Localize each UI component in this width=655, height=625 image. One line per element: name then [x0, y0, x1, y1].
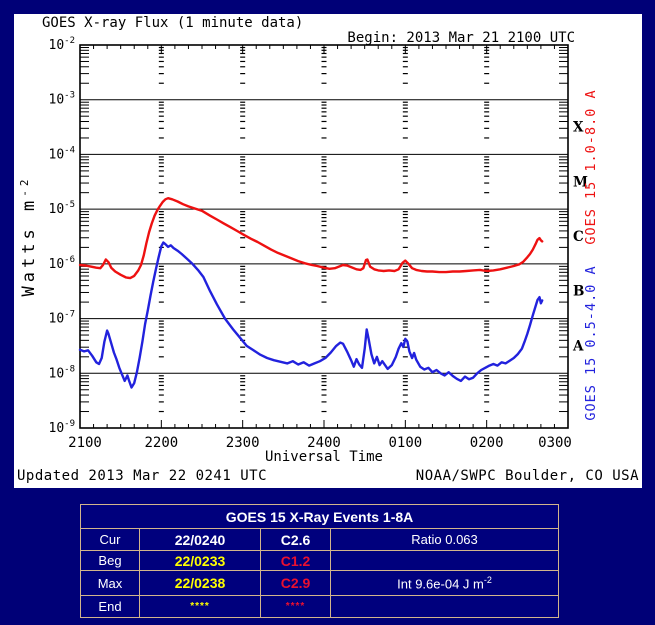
events-table-title: GOES 15 X-Ray Events 1-8A	[79, 504, 560, 529]
long-channel-curve	[78, 196, 544, 280]
event-row-max: Max 22/0238 C2.9 Int 9.6e-04 J m-2	[80, 570, 560, 596]
y-tick-label: 10-2	[49, 36, 76, 53]
event-class: C1.2	[260, 550, 331, 571]
flare-class-letter-c: C	[573, 229, 584, 245]
plot-frame	[79, 44, 569, 429]
event-note	[329, 595, 560, 618]
flare-class-letter-a: A	[572, 338, 584, 354]
event-time: 22/0238	[139, 570, 261, 596]
x-tick-label: 2400	[307, 435, 341, 451]
plot-panel: 10-2 10-3 10-4 10-5 10-6 10-7 10-8 10-9 2100 2200…	[14, 14, 642, 488]
long-channel-label: GOES 15 1.0-8.0 A	[583, 89, 599, 244]
x-tick-label: 0200	[470, 435, 504, 451]
event-row-label: End	[80, 595, 140, 618]
event-note: Int 9.6e-04 J m-2	[329, 570, 560, 596]
x-tick-label: 0300	[538, 435, 572, 451]
y-tick-label: 10-3	[49, 91, 76, 108]
event-note-superscript: -2	[483, 574, 492, 585]
plot-footer: Updated 2013 Mar 22 0241 UTC NOAA/SWPC B…	[17, 468, 639, 484]
flare-class-letter-b: B	[573, 284, 584, 300]
events-table-header-row: GOES 15 X-Ray Events 1-8A	[79, 504, 560, 529]
event-time: 22/0233	[139, 550, 261, 571]
event-row-end: End **** ****	[80, 595, 560, 618]
event-class: C2.6	[260, 528, 331, 551]
y-tick-label: 10-8	[49, 364, 76, 381]
event-row-beg: Beg 22/0233 C1.2	[80, 550, 560, 571]
x-tick-label: 2100	[68, 435, 102, 451]
x-tick-label: 2300	[226, 435, 260, 451]
event-row-cur: Cur 22/0240 C2.6 Ratio 0.063	[80, 528, 560, 551]
event-row-label: Cur	[80, 528, 140, 551]
y-tick-label: 10-9	[49, 419, 76, 436]
x-axis-title: Universal Time	[265, 449, 383, 465]
x-tick-label: 2200	[144, 435, 178, 451]
event-row-label: Beg	[80, 550, 140, 571]
begin-label: Begin: 2013 Mar 21 2100 UTC	[347, 30, 575, 46]
event-note: Ratio 0.063	[329, 528, 560, 551]
event-class: ****	[260, 595, 331, 618]
flare-class-letter-m: M	[573, 174, 588, 190]
flare-class-letter-x: X	[573, 120, 584, 136]
updated-timestamp: Updated 2013 Mar 22 0241 UTC	[17, 468, 268, 484]
y-axis-title: Watts m-2	[18, 176, 39, 297]
event-class: C2.9	[260, 570, 331, 596]
event-time: 22/0240	[139, 528, 261, 551]
xray-events-table: GOES 15 X-Ray Events 1-8A Cur 22/0240 C2.6…	[79, 504, 560, 618]
y-tick-label: 10-5	[49, 200, 76, 217]
event-note	[329, 550, 560, 571]
y-tick-label: 10-6	[49, 255, 76, 272]
event-time: ****	[139, 595, 261, 618]
credit-text: NOAA/SWPC Boulder, CO USA	[415, 468, 639, 484]
x-tick-label: 0100	[388, 435, 422, 451]
y-tick-label: 10-4	[49, 145, 76, 162]
short-channel-label: GOES 15 0.5-4.0 A	[583, 265, 599, 420]
y-tick-label: 10-7	[49, 310, 76, 327]
chart-title: GOES X-ray Flux (1 minute data)	[42, 15, 303, 31]
short-channel-curve	[78, 241, 544, 389]
event-row-label: Max	[80, 570, 140, 596]
